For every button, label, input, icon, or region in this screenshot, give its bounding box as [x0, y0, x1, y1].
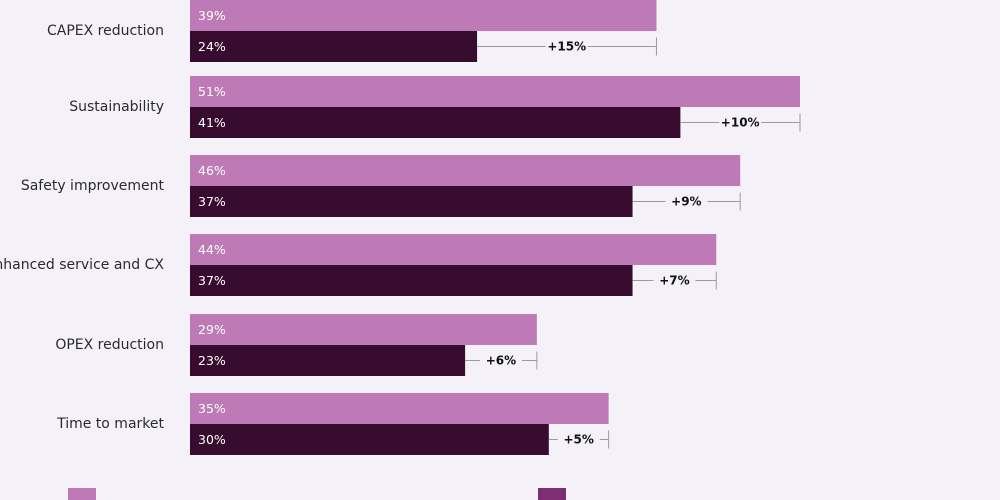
bar-series-1	[190, 76, 800, 107]
difference-label: +6%	[486, 354, 516, 368]
bar-value-label: 30%	[198, 432, 226, 447]
bar-series-2	[190, 265, 633, 296]
bar-value-label: 29%	[198, 322, 226, 337]
bar-value-label: 39%	[198, 8, 226, 23]
legend-swatch	[538, 488, 566, 500]
bar-series-1	[190, 234, 717, 265]
bar-series-2	[190, 31, 478, 62]
bar-value-label: 35%	[198, 401, 226, 416]
bar-series-1	[190, 314, 537, 345]
category-label: OPEX reduction	[55, 337, 164, 353]
bar-value-label: 37%	[198, 273, 226, 288]
bar-value-label: 46%	[198, 163, 226, 178]
legend-swatch	[68, 488, 96, 500]
bar-value-label: 24%	[198, 39, 226, 54]
bar-series-2	[190, 186, 633, 217]
bar-series-2	[190, 424, 549, 455]
bar-value-label: 41%	[198, 115, 226, 130]
bar-series-1	[190, 0, 657, 31]
category-label: Safety improvement	[21, 178, 165, 194]
category-label: Enhanced service and CX	[0, 257, 164, 273]
bar-series-2	[190, 345, 466, 376]
bar-series-1	[190, 155, 741, 186]
bar-value-label: 23%	[198, 353, 226, 368]
bar-series-1	[190, 393, 609, 424]
bar-value-label: 44%	[198, 242, 226, 257]
difference-label: +9%	[671, 195, 701, 209]
bar-series-2	[190, 107, 681, 138]
difference-label: +15%	[547, 40, 586, 54]
bar-value-label: 51%	[198, 84, 226, 99]
category-label: Time to market	[56, 416, 164, 432]
category-label: CAPEX reduction	[47, 23, 164, 39]
difference-label: +7%	[659, 274, 689, 288]
difference-label: +5%	[564, 433, 594, 447]
category-label: Sustainability	[69, 99, 164, 115]
bar-value-label: 37%	[198, 194, 226, 209]
difference-label: +10%	[721, 116, 760, 130]
